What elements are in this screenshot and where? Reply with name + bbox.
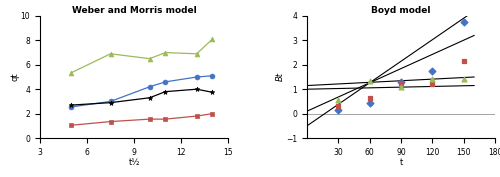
Point [366,79,374,82]
Title: Boyd model: Boyd model [371,6,430,15]
Point [366,102,374,105]
Y-axis label: Bt: Bt [276,73,284,81]
Y-axis label: qt: qt [10,73,20,81]
Point [334,105,342,108]
Point [460,21,468,23]
Point [460,59,468,62]
Point [366,97,374,100]
Point [428,78,436,80]
Point [460,36,468,39]
Point [397,81,405,83]
X-axis label: t½: t½ [128,158,140,167]
Point [366,87,374,89]
Point [334,109,342,111]
Point [334,98,342,100]
Point [428,82,436,85]
Point [397,86,405,89]
X-axis label: t: t [400,158,402,167]
Title: Weber and Morris model: Weber and Morris model [72,6,196,15]
Point [397,85,405,88]
Point [428,69,436,72]
Point [428,40,436,42]
Point [397,82,405,85]
Point [334,99,342,102]
Point [460,78,468,81]
